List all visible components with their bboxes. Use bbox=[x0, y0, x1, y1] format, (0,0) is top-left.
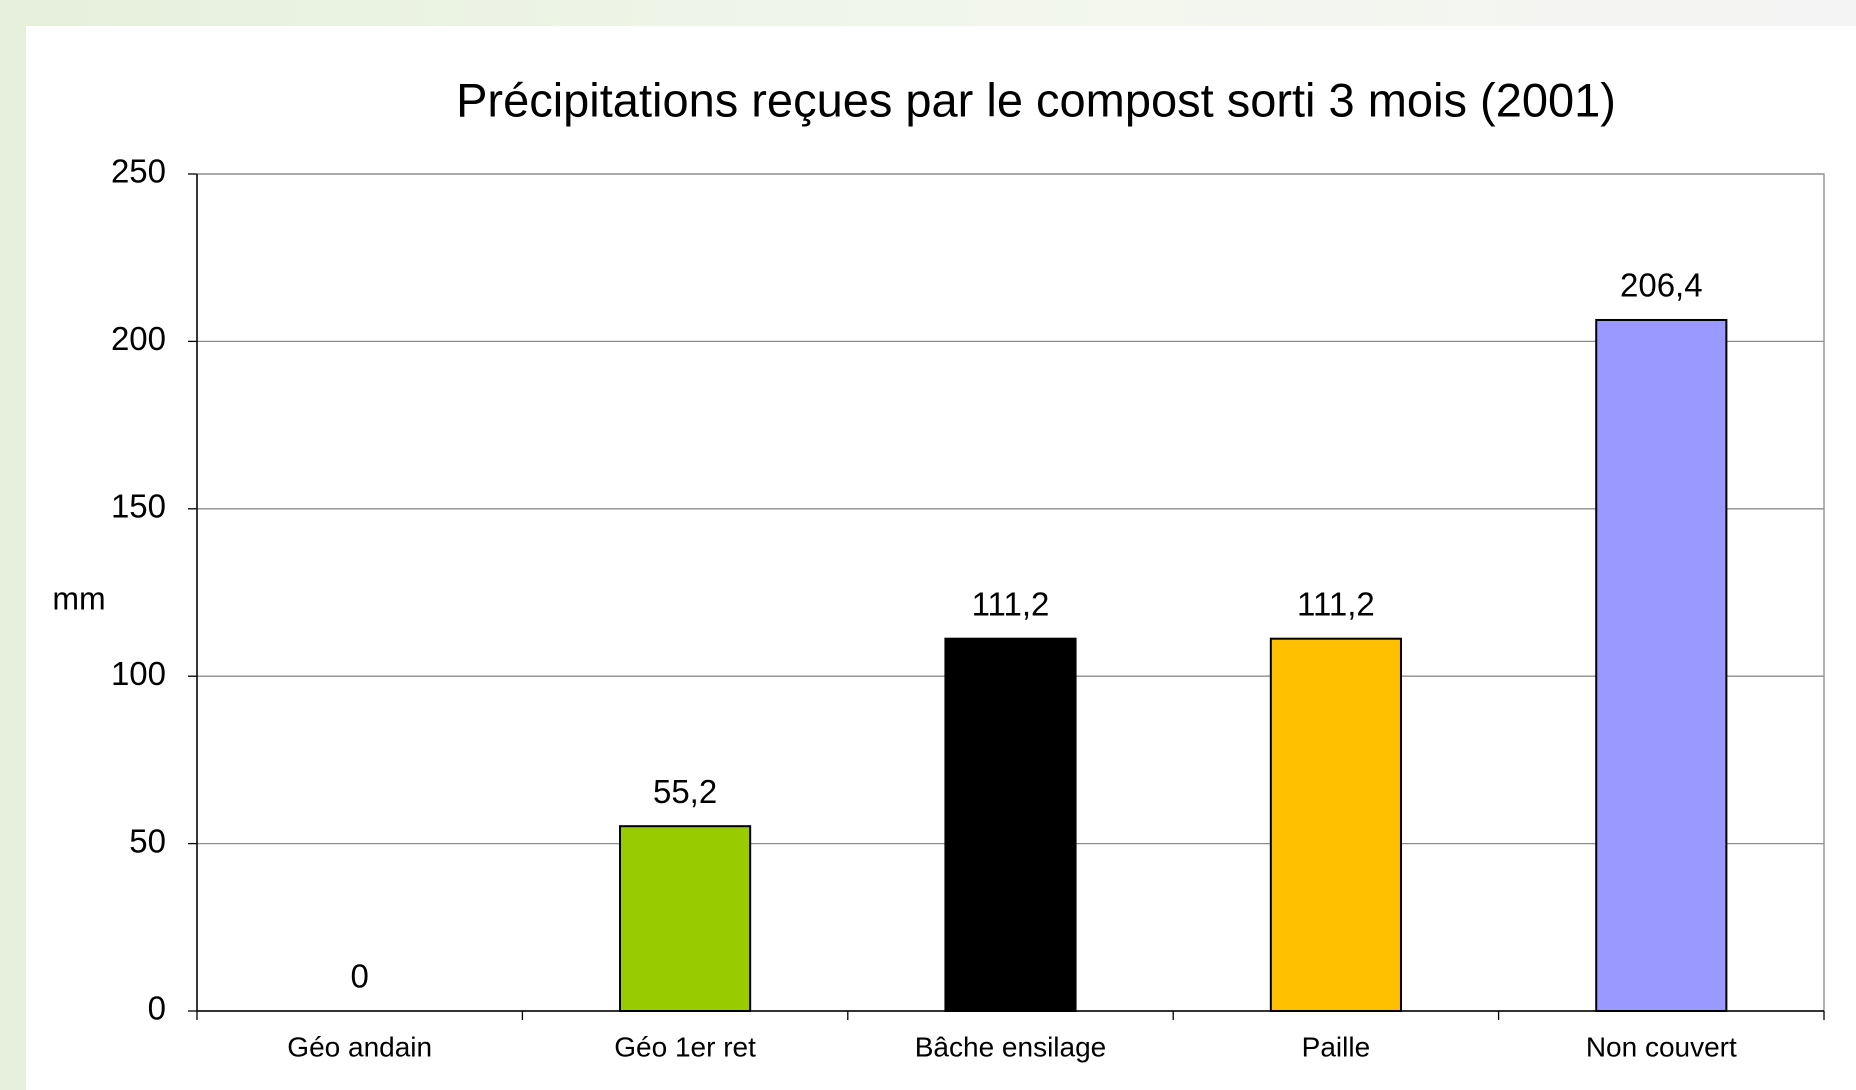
y-tick-label: 100 bbox=[111, 655, 166, 692]
x-tick-label: Paille bbox=[1302, 1031, 1370, 1062]
bar bbox=[944, 637, 1077, 1012]
bar bbox=[1269, 637, 1402, 1012]
x-tick-label: Bâche ensilage bbox=[915, 1031, 1106, 1062]
x-tick-label: Géo 1er ret bbox=[614, 1031, 756, 1062]
bar bbox=[1595, 318, 1728, 1013]
data-label: 111,2 bbox=[972, 585, 1050, 622]
data-label: 55,2 bbox=[653, 773, 717, 810]
y-tick-label: 200 bbox=[111, 320, 166, 357]
chart-title: Précipitations reçues par le compost sor… bbox=[456, 73, 1616, 126]
chart-panel bbox=[26, 26, 1856, 1090]
x-tick-label: Non couvert bbox=[1586, 1031, 1737, 1062]
y-tick-label: 50 bbox=[129, 822, 166, 859]
data-label: 111,2 bbox=[1297, 585, 1375, 622]
y-tick-label: 250 bbox=[111, 153, 166, 190]
y-tick-label: 0 bbox=[148, 990, 166, 1027]
data-label: 206,4 bbox=[1620, 267, 1703, 304]
x-tick-label: Géo andain bbox=[287, 1031, 432, 1062]
bar bbox=[619, 825, 752, 1013]
data-label: 0 bbox=[351, 958, 369, 995]
y-axis-label: mm bbox=[52, 580, 105, 616]
y-tick-label: 150 bbox=[111, 488, 166, 525]
